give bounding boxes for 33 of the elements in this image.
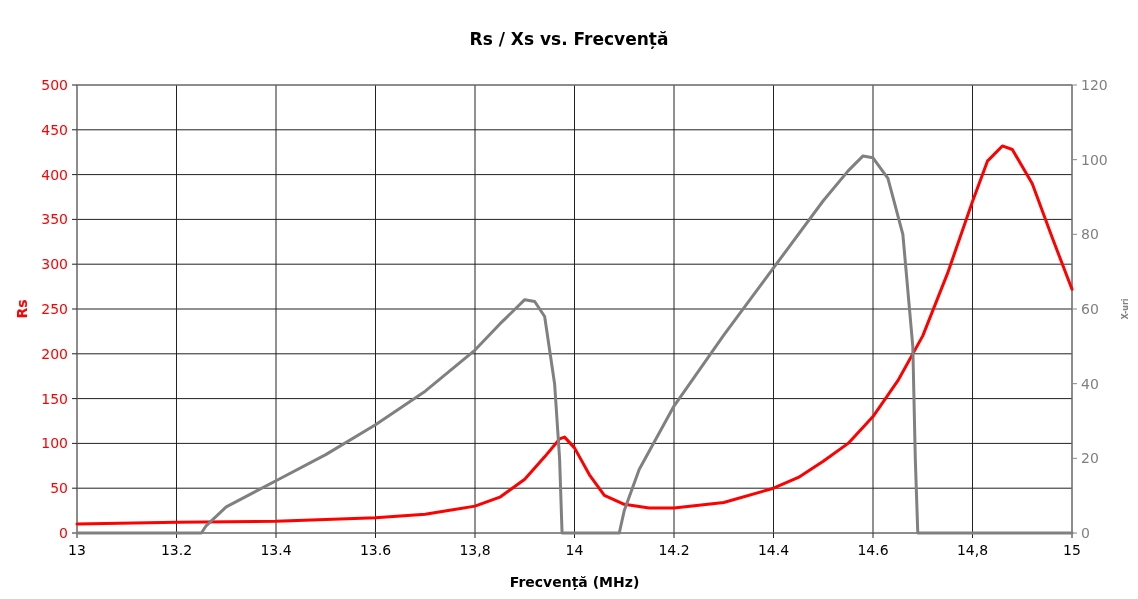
chart-title: Rs / Xs vs. Frecvență [469,29,669,49]
x-tick-label: 15 [1063,542,1081,558]
y2-tick-label: 100 [1081,151,1108,168]
y-tick-label: 150 [41,390,68,407]
y-tick-label: 100 [41,435,68,452]
y-tick-label: 250 [41,301,68,317]
y-tick-label: 0 [59,525,68,541]
x-tick-label: 13.6 [359,542,392,558]
x-tick-label: 13,8 [459,542,491,558]
y2-tick-label: 80 [1081,226,1099,243]
y2-tick-label: 60 [1081,301,1099,317]
x-tick-label: 13 [68,542,86,558]
y-tick-label: 500 [41,77,68,93]
y2-tick-label: 120 [1081,77,1108,93]
x-tick-label: 14.2 [658,542,690,558]
y-tick-label: 300 [41,256,68,273]
y2-tick-label: 0 [1081,525,1090,541]
y2-axis-title: X-uri [1121,298,1130,320]
y-tick-label: 50 [50,480,68,497]
y2-tick-label: 20 [1081,450,1099,467]
x-tick-label: 14 [565,542,584,558]
y-tick-label: 450 [41,121,68,138]
x-tick-label: 14.6 [857,542,889,558]
y2-tick-label: 40 [1081,375,1099,392]
y-tick-label: 200 [41,345,68,362]
x-tick-label: 13.4 [260,542,292,558]
y-axis-title: Rs [14,299,30,319]
y-tick-label: 400 [41,166,68,183]
x-tick-label: 13.2 [160,542,193,558]
x-axis-title: Frecvență (MHz) [509,574,640,591]
x-tick-label: 14.4 [757,542,790,558]
x-tick-label: 14,8 [956,542,989,558]
y-tick-label: 350 [41,211,68,228]
